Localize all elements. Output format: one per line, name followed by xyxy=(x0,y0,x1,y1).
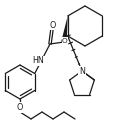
Text: O: O xyxy=(17,103,23,112)
Text: O: O xyxy=(62,38,68,44)
Polygon shape xyxy=(61,16,68,42)
Text: O: O xyxy=(50,20,56,29)
Text: HN: HN xyxy=(32,56,44,65)
Text: N: N xyxy=(79,67,85,76)
